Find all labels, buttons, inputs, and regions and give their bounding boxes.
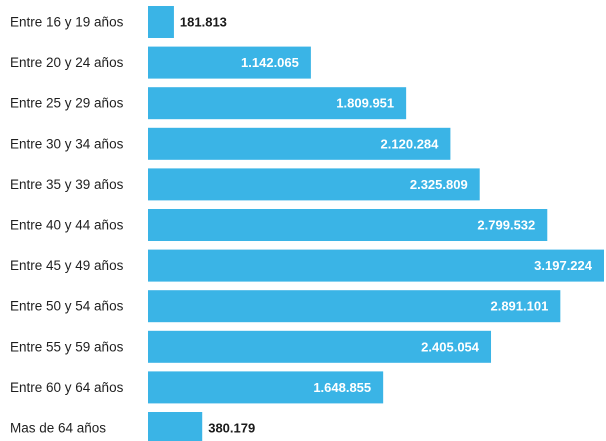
category-labels: Entre 16 y 19 años Entre 20 y 24 años Entr…	[10, 15, 124, 436]
value-label: 1.142.065	[241, 55, 299, 70]
value-label: 1.809.951	[336, 96, 394, 111]
category-label: Entre 30 y 34 años	[10, 136, 124, 151]
bar	[148, 87, 407, 120]
bar	[148, 290, 561, 323]
bars	[148, 6, 604, 441]
bar	[148, 46, 311, 79]
bar	[148, 412, 203, 441]
category-label: Entre 35 y 39 años	[10, 177, 124, 192]
category-label: Entre 40 y 44 años	[10, 218, 124, 233]
bar	[148, 6, 174, 38]
value-label: 181.813	[180, 15, 227, 30]
bar	[148, 249, 604, 282]
value-label: 1.648.855	[313, 380, 371, 395]
bar	[148, 371, 384, 404]
category-label: Entre 50 y 54 años	[10, 299, 124, 314]
value-label: 3.197.224	[534, 258, 593, 273]
category-label: Entre 55 y 59 años	[10, 339, 124, 354]
value-label: 2.799.532	[477, 218, 535, 233]
category-label: Entre 20 y 24 años	[10, 55, 124, 70]
category-label: Entre 60 y 64 años	[10, 380, 124, 395]
value-label: 2.120.284	[381, 136, 440, 151]
value-label: 2.891.101	[490, 299, 548, 314]
bar	[148, 168, 480, 201]
category-label: Entre 25 y 29 años	[10, 96, 124, 111]
category-label: Entre 45 y 49 años	[10, 258, 124, 273]
bar	[148, 209, 548, 241]
value-label: 2.405.054	[421, 339, 480, 354]
value-labels: 181.813 1.142.065 1.809.951 2.120.284 2.325.…	[180, 15, 593, 436]
category-label: Mas de 64 años	[10, 421, 106, 436]
bar	[148, 330, 492, 363]
value-label: 2.325.809	[410, 177, 468, 192]
value-label: 380.179	[208, 421, 255, 436]
bar	[148, 127, 451, 160]
category-label: Entre 16 y 19 años	[10, 15, 124, 30]
